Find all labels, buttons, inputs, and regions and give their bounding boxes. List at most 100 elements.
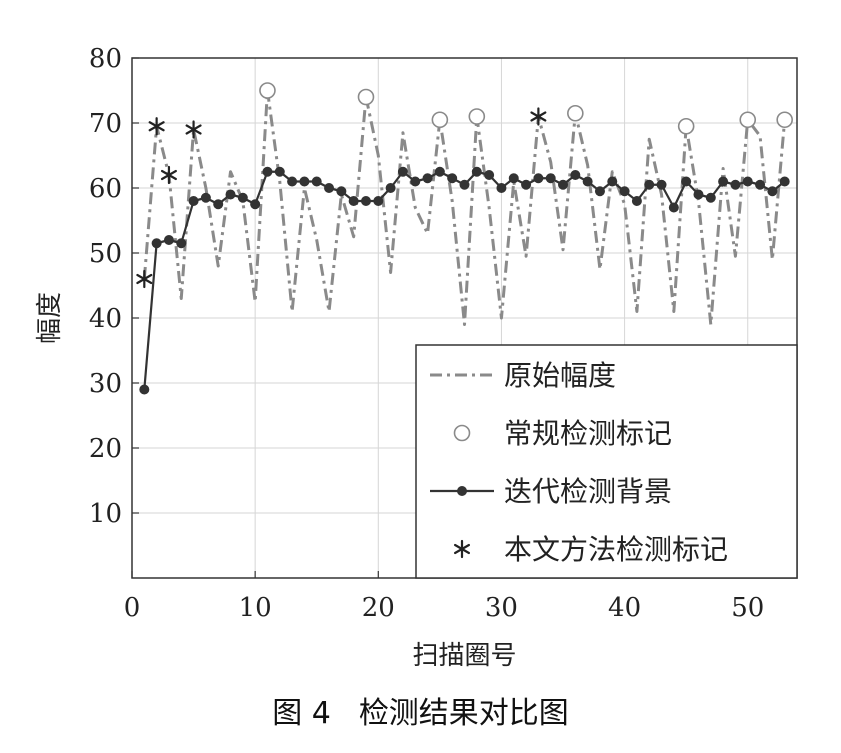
- y-axis-label: 幅度: [35, 292, 65, 344]
- background-point: [360, 196, 371, 206]
- figure-title: 检测结果对比图: [358, 696, 569, 731]
- background-point: [742, 176, 753, 187]
- background-point: [459, 179, 470, 190]
- background-point: [373, 196, 384, 206]
- background-point: [434, 166, 445, 177]
- proposed-marker: [185, 120, 202, 139]
- background-point: [644, 179, 655, 190]
- background-point: [705, 192, 716, 203]
- legend-label: 本文方法检测标记: [504, 533, 728, 566]
- legend-box: [415, 344, 798, 579]
- conventional-marker: [431, 111, 449, 129]
- series-1: [259, 82, 793, 135]
- y-tick-label: 30: [89, 369, 122, 399]
- background-point: [471, 166, 482, 177]
- background-point: [348, 196, 359, 206]
- background-point: [176, 238, 187, 249]
- background-point: [324, 183, 335, 193]
- background-point: [250, 199, 261, 210]
- background-point: [385, 183, 396, 193]
- background-point: [607, 176, 618, 187]
- proposed-marker: [148, 117, 165, 136]
- series-0: [142, 89, 787, 326]
- conventional-marker: [677, 117, 695, 135]
- conventional-marker: [567, 104, 584, 122]
- background-point: [336, 186, 347, 197]
- x-tick-label: 50: [731, 593, 764, 623]
- background-point: [200, 192, 211, 203]
- x-tick-label: 10: [239, 593, 272, 623]
- x-tick-label: 20: [362, 593, 395, 623]
- background-point: [779, 176, 790, 187]
- background-point: [755, 179, 766, 190]
- background-point: [533, 173, 544, 184]
- background-point: [767, 186, 778, 197]
- y-tick-label: 60: [89, 174, 122, 204]
- x-tick-label: 0: [124, 593, 141, 623]
- background-point: [274, 166, 285, 177]
- conventional-marker: [776, 111, 793, 129]
- background-point: [693, 189, 704, 200]
- background-point: [163, 235, 174, 245]
- background-point: [631, 196, 642, 206]
- legend-swatch-proposed: [453, 539, 471, 559]
- background-point: [681, 176, 692, 187]
- background-point: [545, 173, 556, 184]
- background-point: [188, 196, 199, 206]
- background-point: [558, 179, 569, 190]
- legend-label: 原始幅度: [504, 359, 616, 392]
- y-tick-label: 20: [89, 434, 122, 464]
- legend-label: 常规检测标记: [504, 417, 672, 450]
- raw-amplitude-line: [142, 89, 787, 326]
- background-point: [570, 170, 581, 180]
- series-2: [139, 166, 790, 395]
- proposed-marker: [136, 269, 153, 289]
- y-tick-label: 80: [89, 44, 122, 74]
- background-point: [237, 192, 248, 203]
- background-point: [656, 179, 667, 190]
- background-point: [668, 202, 679, 213]
- conventional-marker: [468, 108, 486, 125]
- conventional-marker: [739, 111, 757, 129]
- background-point: [496, 183, 507, 193]
- background-point: [582, 176, 593, 187]
- proposed-marker: [530, 107, 547, 126]
- x-tick-label: 40: [608, 593, 641, 623]
- conventional-marker: [259, 82, 276, 99]
- background-point: [594, 186, 605, 197]
- background-point: [151, 238, 162, 249]
- conventional-marker: [357, 88, 375, 106]
- legend-swatch-conventional: [453, 424, 471, 442]
- legend-label: 迭代检测背景: [504, 475, 672, 508]
- background-point: [730, 179, 741, 190]
- background-point: [225, 189, 236, 200]
- y-tick-label: 40: [89, 304, 122, 334]
- y-tick-label: 50: [89, 239, 122, 269]
- legend-swatch-background-dot: [457, 486, 467, 496]
- background-point: [521, 179, 532, 190]
- background-point: [139, 384, 150, 395]
- series-layer: [136, 82, 793, 395]
- series-3: [136, 107, 547, 289]
- background-point: [213, 199, 224, 210]
- background-point: [619, 186, 630, 197]
- figure-caption: 图 4 检测结果对比图: [0, 688, 841, 732]
- background-point: [410, 176, 421, 187]
- y-tick-label: 70: [89, 109, 122, 139]
- background-point: [718, 176, 729, 187]
- axis-ticks: 0 10 20 30 40 50 10 20 30 40 50 60 70 80: [89, 44, 764, 623]
- background-point: [447, 173, 458, 184]
- background-point: [422, 173, 433, 184]
- background-point: [287, 176, 298, 187]
- x-tick-label: 30: [485, 593, 518, 623]
- chart: 0 10 20 30 40 50 10 20 30 40 50 60 70 80 扫描圈号 幅度 原始幅度…: [35, 44, 798, 671]
- y-tick-label: 10: [89, 499, 122, 529]
- background-point: [484, 170, 495, 180]
- background-point: [397, 166, 408, 177]
- background-point: [311, 176, 322, 187]
- background-point: [508, 173, 519, 184]
- proposed-marker: [160, 165, 177, 185]
- x-axis-label: 扫描圈号: [412, 641, 516, 671]
- background-point: [299, 176, 310, 187]
